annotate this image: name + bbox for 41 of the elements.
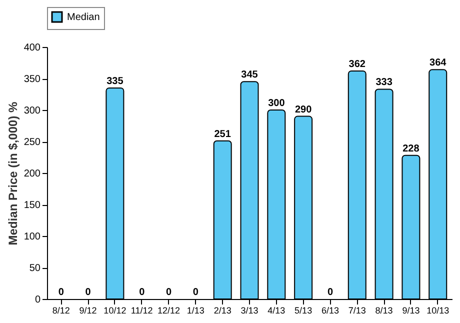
data-label: 228 bbox=[402, 143, 420, 154]
data-label: 0 bbox=[166, 287, 172, 298]
y-tick-label: 350 bbox=[24, 74, 41, 85]
data-label: 333 bbox=[376, 77, 393, 88]
x-tick-label: 12/12 bbox=[158, 306, 180, 316]
legend-label: Median bbox=[67, 12, 100, 23]
data-label: 0 bbox=[192, 287, 199, 298]
x-tick-label: 9/12 bbox=[79, 306, 97, 316]
data-label: 290 bbox=[294, 104, 312, 116]
y-tick-label: 150 bbox=[24, 200, 41, 211]
data-label: 0 bbox=[85, 287, 92, 298]
y-tick-label: 200 bbox=[24, 168, 41, 180]
y-tick-label: 50 bbox=[29, 263, 41, 274]
x-tick-label: 7/13 bbox=[348, 306, 366, 316]
x-tick-label: 11/12 bbox=[130, 306, 153, 316]
data-label: 335 bbox=[106, 76, 124, 87]
x-tick-label: 10/12 bbox=[104, 306, 126, 316]
x-tick-label: 6/13 bbox=[321, 306, 339, 316]
data-label: 251 bbox=[214, 128, 232, 140]
data-label: 362 bbox=[348, 58, 366, 70]
data-label: 0 bbox=[58, 287, 64, 298]
y-tick-label: 0 bbox=[34, 294, 41, 306]
x-tick-label: 5/13 bbox=[294, 306, 312, 316]
data-label: 345 bbox=[241, 70, 258, 81]
data-label: 0 bbox=[139, 287, 146, 298]
y-tick-label: 100 bbox=[24, 232, 41, 242]
x-tick-label: 10/13 bbox=[426, 306, 450, 316]
x-tick-label: 9/13 bbox=[402, 306, 420, 316]
data-label: 364 bbox=[430, 58, 447, 69]
data-label: 0 bbox=[327, 287, 334, 298]
y-tick-label: 400 bbox=[24, 42, 41, 54]
data-label: 300 bbox=[268, 98, 286, 109]
x-tick-label: 3/13 bbox=[240, 306, 258, 316]
x-tick-label: 2/13 bbox=[214, 306, 232, 316]
x-tick-label: 1/13 bbox=[186, 306, 204, 316]
y-axis-title: Median Price (in $,000) % bbox=[6, 101, 20, 246]
y-tick-label: 250 bbox=[24, 137, 41, 148]
y-tick-label: 300 bbox=[24, 106, 41, 116]
x-tick-label: 8/12 bbox=[52, 306, 70, 316]
x-tick-label: 4/13 bbox=[268, 306, 286, 316]
x-tick-label: 8/13 bbox=[375, 306, 393, 316]
